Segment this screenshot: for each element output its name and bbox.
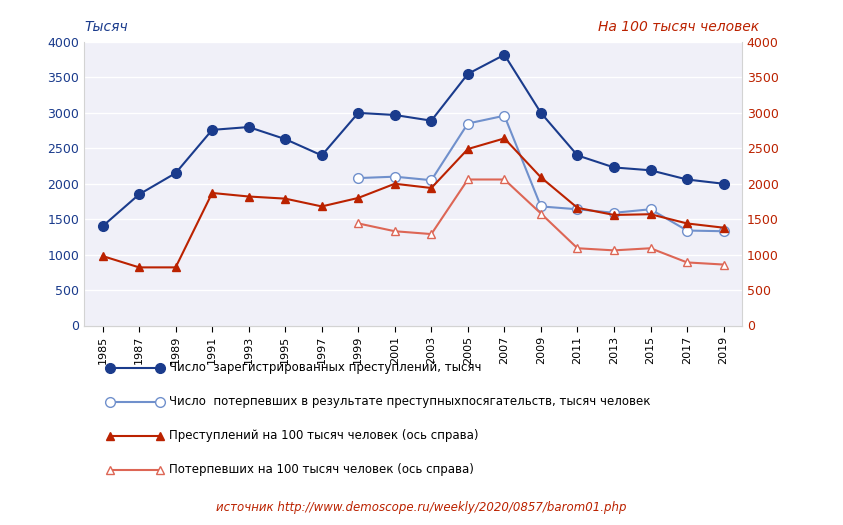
Число  зарегистрированных преступлений, тысяч [280,136,290,142]
Число  потерпевших в результате преступныхпосягательств, тысяч человек [427,177,437,183]
Число  зарегистрированных преступлений, тысяч [389,112,400,118]
Преступлений на 100 тысяч человек (ось справа) [718,225,728,231]
Число  зарегистрированных преступлений, тысяч [499,51,509,58]
Потерпевших на 100 тысяч человек (ось справа) [609,247,619,254]
Text: Тысяч: Тысяч [84,20,128,34]
Число  зарегистрированных преступлений, тысяч [134,191,144,197]
Преступлений на 100 тысяч человек (ось справа) [389,181,400,187]
Число  зарегистрированных преступлений, тысяч [463,71,473,77]
Text: На 100 тысяч человек: На 100 тысяч человек [598,20,759,34]
Число  зарегистрированных преступлений, тысяч [98,223,108,229]
Line: Число  потерпевших в результате преступныхпосягательств, тысяч человек: Число потерпевших в результате преступны… [353,111,728,236]
Text: Преступлений на 100 тысяч человек (ось справа): Преступлений на 100 тысяч человек (ось с… [169,429,478,442]
Преступлений на 100 тысяч человек (ось справа) [427,185,437,191]
Число  потерпевших в результате преступныхпосягательств, тысяч человек [536,203,546,209]
Потерпевших на 100 тысяч человек (ось справа) [353,220,363,227]
Число  зарегистрированных преступлений, тысяч [207,127,217,133]
Преступлений на 100 тысяч человек (ось справа) [682,220,692,227]
Line: Потерпевших на 100 тысяч человек (ось справа): Потерпевших на 100 тысяч человек (ось сп… [354,175,728,269]
Число  потерпевших в результате преступныхпосягательств, тысяч человек [572,206,583,213]
Преступлений на 100 тысяч человек (ось справа) [463,146,473,152]
Число  зарегистрированных преступлений, тысяч [427,118,437,124]
Text: Число  потерпевших в результате преступныхпосягательств, тысяч человек: Число потерпевших в результате преступны… [169,395,650,408]
Преступлений на 100 тысяч человек (ось справа) [536,174,546,181]
Преступлений на 100 тысяч человек (ось справа) [499,135,509,142]
Потерпевших на 100 тысяч человек (ось справа) [718,261,728,268]
Число  зарегистрированных преступлений, тысяч [646,167,656,173]
Преступлений на 100 тысяч человек (ось справа) [134,264,144,270]
Число  зарегистрированных преступлений, тысяч [317,152,327,159]
Потерпевших на 100 тысяч человек (ось справа) [499,176,509,183]
Text: Число  зарегистрированных преступлений, тысяч: Число зарегистрированных преступлений, т… [169,361,481,374]
Число  зарегистрированных преступлений, тысяч [609,164,619,171]
Число  потерпевших в результате преступныхпосягательств, тысяч человек [718,228,728,234]
Text: Потерпевших на 100 тысяч человек (ось справа): Потерпевших на 100 тысяч человек (ось сп… [169,464,474,476]
Text: источник http://www.demoscope.ru/weekly/2020/0857/barom01.php: источник http://www.demoscope.ru/weekly/… [217,501,626,514]
Число  потерпевших в результате преступныхпосягательств, тысяч человек [499,112,509,119]
Число  зарегистрированных преступлений, тысяч [353,110,363,116]
Потерпевших на 100 тысяч человек (ось справа) [427,231,437,237]
Число  зарегистрированных преступлений, тысяч [718,181,728,187]
Преступлений на 100 тысяч человек (ось справа) [317,203,327,209]
Преступлений на 100 тысяч человек (ось справа) [280,195,290,202]
Число  потерпевших в результате преступныхпосягательств, тысяч человек [389,173,400,180]
Потерпевших на 100 тысяч человек (ось справа) [463,176,473,183]
Потерпевших на 100 тысяч человек (ось справа) [389,228,400,234]
Число  зарегистрированных преступлений, тысяч [536,110,546,116]
Число  потерпевших в результате преступныхпосягательств, тысяч человек [646,206,656,213]
Преступлений на 100 тысяч человек (ось справа) [646,211,656,217]
Преступлений на 100 тысяч человек (ось справа) [609,212,619,218]
Число  зарегистрированных преступлений, тысяч [170,170,180,176]
Потерпевших на 100 тысяч человек (ось справа) [682,259,692,266]
Line: Преступлений на 100 тысяч человек (ось справа): Преступлений на 100 тысяч человек (ось с… [99,134,728,271]
Потерпевших на 100 тысяч человек (ось справа) [646,245,656,251]
Число  зарегистрированных преступлений, тысяч [572,152,583,159]
Число  потерпевших в результате преступныхпосягательств, тысяч человек [609,209,619,216]
Преступлений на 100 тысяч человек (ось справа) [244,193,254,200]
Число  потерпевших в результате преступныхпосягательств, тысяч человек [353,175,363,181]
Преступлений на 100 тысяч человек (ось справа) [353,195,363,201]
Число  потерпевших в результате преступныхпосягательств, тысяч человек [463,120,473,127]
Число  потерпевших в результате преступныхпосягательств, тысяч человек [682,227,692,234]
Потерпевших на 100 тысяч человек (ось справа) [536,211,546,217]
Преступлений на 100 тысяч человек (ось справа) [98,253,108,259]
Преступлений на 100 тысяч человек (ось справа) [572,205,583,211]
Число  зарегистрированных преступлений, тысяч [244,124,254,130]
Число  зарегистрированных преступлений, тысяч [682,176,692,183]
Преступлений на 100 тысяч человек (ось справа) [207,190,217,196]
Потерпевших на 100 тысяч человек (ось справа) [572,245,583,251]
Преступлений на 100 тысяч человек (ось справа) [170,264,180,270]
Line: Число  зарегистрированных преступлений, тысяч: Число зарегистрированных преступлений, т… [98,50,728,231]
